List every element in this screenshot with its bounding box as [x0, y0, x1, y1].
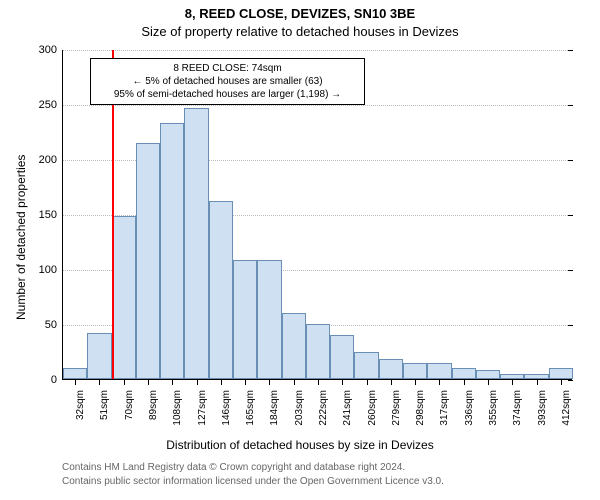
- histogram-bar: [379, 359, 403, 379]
- x-tick-label: 70sqm: [124, 386, 135, 420]
- x-tick-mark: [561, 380, 562, 385]
- x-tick-label: 336sqm: [464, 386, 475, 426]
- x-tick-mark: [439, 380, 440, 385]
- x-tick-mark: [172, 380, 173, 385]
- x-tick-label: 222sqm: [318, 386, 329, 426]
- histogram-bar: [476, 370, 500, 379]
- x-tick-label: 32sqm: [75, 386, 86, 420]
- x-tick-mark: [464, 380, 465, 385]
- x-tick-mark: [488, 380, 489, 385]
- histogram-bar: [330, 335, 354, 379]
- x-tick-label: 203sqm: [294, 386, 305, 426]
- x-tick-mark: [245, 380, 246, 385]
- x-tick-mark: [391, 380, 392, 385]
- x-tick-label: 89sqm: [148, 386, 159, 420]
- y-tick-mark: [568, 380, 573, 381]
- y-tick-label: 100: [39, 264, 63, 276]
- x-tick-label: 146sqm: [221, 386, 232, 426]
- x-tick-label: 355sqm: [488, 386, 499, 426]
- x-tick-mark: [99, 380, 100, 385]
- x-tick-label: 317sqm: [439, 386, 450, 426]
- annotation-box: 8 REED CLOSE: 74sqm ← 5% of detached hou…: [90, 58, 365, 105]
- y-tick-label: 300: [39, 44, 63, 56]
- annotation-line: 8 REED CLOSE: 74sqm: [97, 62, 358, 75]
- x-tick-mark: [294, 380, 295, 385]
- histogram-bar: [87, 333, 111, 379]
- x-tick-label: 127sqm: [197, 386, 208, 426]
- annotation-line: ← 5% of detached houses are smaller (63): [97, 75, 358, 88]
- x-tick-mark: [269, 380, 270, 385]
- x-tick-mark: [148, 380, 149, 385]
- chart-title: 8, REED CLOSE, DEVIZES, SN10 3BE: [0, 6, 600, 21]
- x-tick-label: 184sqm: [269, 386, 280, 426]
- x-tick-mark: [124, 380, 125, 385]
- x-tick-mark: [415, 380, 416, 385]
- y-tick-label: 0: [51, 374, 63, 386]
- histogram-bar: [136, 143, 160, 380]
- histogram-bar: [500, 374, 524, 380]
- histogram-bar: [112, 216, 136, 379]
- footer-text: Contains public sector information licen…: [62, 476, 444, 487]
- y-tick-label: 250: [39, 99, 63, 111]
- x-tick-label: 279sqm: [391, 386, 402, 426]
- y-tick-mark: [568, 325, 573, 326]
- x-axis-label: Distribution of detached houses by size …: [0, 438, 600, 452]
- x-tick-mark: [367, 380, 368, 385]
- gridline: [63, 50, 572, 51]
- x-tick-label: 393sqm: [537, 386, 548, 426]
- histogram-bar: [160, 123, 184, 379]
- histogram-bar: [524, 374, 548, 380]
- histogram-bar: [427, 363, 451, 380]
- histogram-bar: [63, 368, 87, 379]
- y-tick-mark: [568, 105, 573, 106]
- y-tick-label: 150: [39, 209, 63, 221]
- y-tick-mark: [568, 215, 573, 216]
- x-tick-mark: [537, 380, 538, 385]
- x-tick-mark: [197, 380, 198, 385]
- histogram-bar: [549, 368, 573, 379]
- x-tick-label: 165sqm: [245, 386, 256, 426]
- histogram-bar: [282, 313, 306, 379]
- x-tick-mark: [318, 380, 319, 385]
- histogram-bar: [452, 368, 476, 379]
- chart-subtitle: Size of property relative to detached ho…: [0, 24, 600, 39]
- gridline: [63, 105, 572, 106]
- x-tick-label: 51sqm: [99, 386, 110, 420]
- y-tick-mark: [568, 50, 573, 51]
- x-tick-label: 260sqm: [367, 386, 378, 426]
- x-tick-label: 298sqm: [415, 386, 426, 426]
- y-tick-label: 50: [45, 319, 63, 331]
- y-tick-mark: [568, 270, 573, 271]
- footer-text: Contains HM Land Registry data © Crown c…: [62, 462, 405, 473]
- histogram-bar: [257, 260, 281, 379]
- y-tick-label: 200: [39, 154, 63, 166]
- y-tick-mark: [568, 160, 573, 161]
- x-tick-mark: [75, 380, 76, 385]
- x-tick-label: 108sqm: [172, 386, 183, 426]
- x-tick-mark: [342, 380, 343, 385]
- histogram-bar: [184, 108, 208, 379]
- x-tick-label: 412sqm: [561, 386, 572, 426]
- x-tick-label: 374sqm: [512, 386, 523, 426]
- x-tick-mark: [512, 380, 513, 385]
- property-size-chart: 8, REED CLOSE, DEVIZES, SN10 3BE Size of…: [0, 0, 600, 500]
- histogram-bar: [403, 363, 427, 380]
- histogram-bar: [306, 324, 330, 379]
- histogram-bar: [354, 352, 378, 380]
- y-axis-label: Number of detached properties: [14, 155, 28, 320]
- x-tick-label: 241sqm: [342, 386, 353, 426]
- histogram-bar: [209, 201, 233, 379]
- annotation-line: 95% of semi-detached houses are larger (…: [97, 88, 358, 101]
- x-tick-mark: [221, 380, 222, 385]
- histogram-bar: [233, 260, 257, 379]
